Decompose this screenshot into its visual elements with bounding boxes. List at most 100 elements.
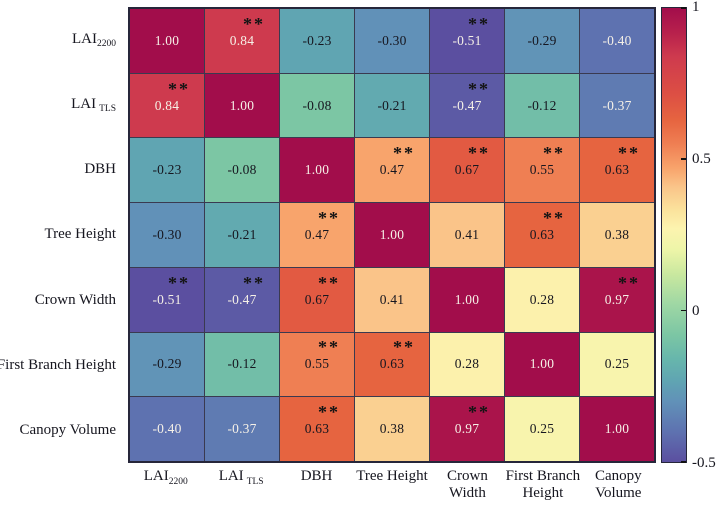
cell-value: -0.21 xyxy=(227,226,257,242)
matrix-cell-r2c2: 1.00 xyxy=(205,73,279,138)
variable-label-text: LAI xyxy=(218,468,244,484)
matrix-cell-r3c5: 0.67 ** xyxy=(430,138,504,203)
matrix-cell-r5c2: -0.47 ** xyxy=(205,267,279,332)
cell-value: 0.38 xyxy=(379,421,405,437)
significance-marker: ** xyxy=(618,143,640,164)
matrix-cell-r6c6: 1.00 xyxy=(505,332,579,397)
matrix-cell-r6c5: 0.28 xyxy=(430,332,504,397)
matrix-cell-r1c5: -0.51 ** xyxy=(430,9,504,73)
matrix-cell-r4c7: 0.38 xyxy=(580,203,654,267)
cell-value: 1.00 xyxy=(454,291,480,307)
matrix-cell-r6c4: 0.63 ** xyxy=(355,332,429,397)
matrix-cell-r5c1: -0.51 ** xyxy=(130,267,204,332)
matrix-cell-r2c1: 0.84 ** xyxy=(130,73,204,138)
cell-value: 1.00 xyxy=(154,32,180,48)
significance-marker: ** xyxy=(318,272,340,293)
variable-label-text: LAI xyxy=(72,31,97,48)
significance-marker: ** xyxy=(543,143,565,164)
matrix-cell-r4c5: 0.41 xyxy=(430,203,504,267)
cell-value: 0.47 xyxy=(304,226,330,242)
matrix-cell-r5c4: 0.41 xyxy=(355,267,429,332)
variable-label-subscript: 2200 xyxy=(168,477,188,487)
variable-label-text: LAI xyxy=(143,468,169,484)
matrix-cell-r1c4: -0.30 xyxy=(355,9,429,73)
significance-marker: ** xyxy=(468,402,490,423)
col-label-line: Height xyxy=(522,485,564,501)
colorbar-tickmark xyxy=(681,158,686,160)
col-label-lai-2200: LAI2200 xyxy=(114,468,217,487)
significance-marker: ** xyxy=(468,78,490,99)
cell-value: 0.28 xyxy=(529,291,555,307)
colorbar xyxy=(661,7,687,463)
cell-value: 0.84 xyxy=(154,97,180,113)
col-labels: LAI2200 LAI TLS DBH Tree Height Crown Width Fir… xyxy=(128,468,656,506)
col-label-first-branch-height: First Branch Height xyxy=(491,468,594,502)
row-label-lai-tls: LAI TLS xyxy=(0,72,122,137)
cell-value: -0.12 xyxy=(527,97,557,113)
row-label-first-branch-height: First Branch Height xyxy=(0,333,122,398)
cell-value: 0.55 xyxy=(304,356,330,372)
heatmap-grid: 1.00 0.84 ** -0.23 -0.30 -0.51 ** -0.29 -0.40 0.8… xyxy=(128,7,656,463)
matrix-cell-r5c3: 0.67 ** xyxy=(280,267,354,332)
significance-marker: ** xyxy=(393,337,415,358)
cell-value: -0.37 xyxy=(227,421,257,437)
colorbar-tickmark xyxy=(681,309,686,312)
matrix-cell-r5c5: 1.00 xyxy=(430,267,504,332)
col-label-dbh: DBH xyxy=(265,468,368,485)
variable-label-subscript: TLS xyxy=(99,103,116,114)
col-label-line: Volume xyxy=(595,485,642,501)
significance-marker: ** xyxy=(168,272,190,293)
matrix-cell-r3c7: 0.63 ** xyxy=(580,138,654,203)
matrix-cell-r4c1: -0.30 xyxy=(130,203,204,267)
cell-value: 0.63 xyxy=(604,162,630,178)
cell-value: -0.37 xyxy=(602,97,632,113)
colorbar-tick-label: 0 xyxy=(692,303,700,319)
row-label-dbh: DBH xyxy=(0,137,122,202)
matrix-cell-r6c7: 0.25 xyxy=(580,332,654,397)
cell-value: -0.47 xyxy=(452,97,482,113)
matrix-cell-r1c3: -0.23 xyxy=(280,9,354,73)
cell-value: -0.51 xyxy=(452,32,482,48)
cell-value: 0.97 xyxy=(604,291,630,307)
cell-value: 0.63 xyxy=(379,356,405,372)
matrix-cell-r3c6: 0.55 ** xyxy=(505,138,579,203)
significance-marker: ** xyxy=(543,207,565,228)
cell-value: -0.21 xyxy=(377,97,407,113)
cell-value: -0.40 xyxy=(152,421,182,437)
cell-value: 1.00 xyxy=(304,162,330,178)
cell-value: 0.97 xyxy=(454,421,480,437)
cell-value: -0.30 xyxy=(152,226,182,242)
cell-value: 0.41 xyxy=(454,226,480,242)
variable-label-text: DBH xyxy=(300,468,333,484)
colorbar-tickmark xyxy=(681,7,686,9)
matrix-cell-r2c4: -0.21 xyxy=(355,73,429,138)
cell-value: -0.23 xyxy=(152,162,182,178)
cell-value: 0.67 xyxy=(454,162,480,178)
cell-value: 0.28 xyxy=(454,356,480,372)
matrix-cell-r3c2: -0.08 xyxy=(205,138,279,203)
col-label-tree-height: Tree Height xyxy=(340,468,443,485)
col-label-line: Canopy xyxy=(594,468,642,484)
cell-value: -0.51 xyxy=(152,291,182,307)
cell-value: -0.23 xyxy=(302,32,332,48)
cell-value: 0.63 xyxy=(304,421,330,437)
col-label-line: Crown xyxy=(446,468,488,484)
significance-marker: ** xyxy=(243,13,265,34)
matrix-cell-r4c2: -0.21 xyxy=(205,203,279,267)
cell-value: -0.08 xyxy=(227,162,257,178)
variable-label-subscript: TLS xyxy=(246,477,264,487)
matrix-cell-r7c3: 0.63 ** xyxy=(280,397,354,461)
cell-value: 1.00 xyxy=(529,356,555,372)
matrix-cell-r1c7: -0.40 xyxy=(580,9,654,73)
cell-value: 0.41 xyxy=(379,291,405,307)
cell-value: 0.25 xyxy=(604,356,630,372)
row-label-crown-width: Crown Width xyxy=(0,268,122,333)
cell-value: 1.00 xyxy=(229,97,255,113)
cell-value: 0.63 xyxy=(529,226,555,242)
matrix-cell-r5c6: 0.28 xyxy=(505,267,579,332)
colorbar-tickmark xyxy=(681,461,686,463)
cell-value: 0.55 xyxy=(529,162,555,178)
matrix-cell-r6c3: 0.55 ** xyxy=(280,332,354,397)
col-label-canopy-volume: Canopy Volume xyxy=(567,468,670,502)
matrix-cell-r5c7: 0.97 ** xyxy=(580,267,654,332)
